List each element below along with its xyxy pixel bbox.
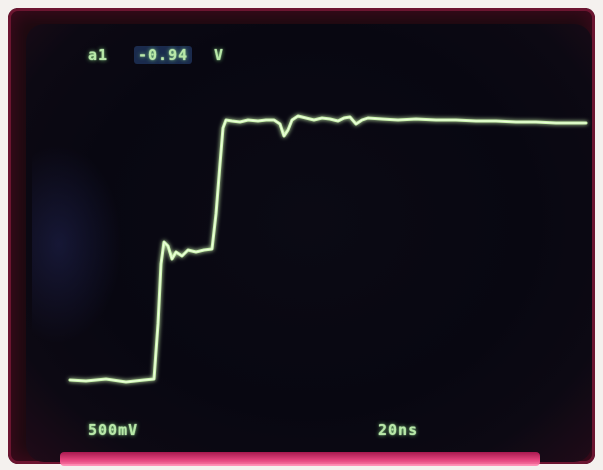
waveform-display <box>68 114 588 384</box>
waveform-trace-core <box>69 115 586 383</box>
crt-bottom-glow <box>60 452 540 466</box>
volts-per-division: 500mV <box>88 421 139 439</box>
channel-label: a1 <box>88 46 109 64</box>
screen-reflection <box>32 144 122 344</box>
channel-value: -0.94 <box>134 46 193 64</box>
oscilloscope-bezel: a1 -0.94 V 500mV 20ns <box>8 8 595 464</box>
channel-unit: V <box>214 46 225 64</box>
time-per-division: 20ns <box>378 421 419 439</box>
crt-screen: a1 -0.94 V 500mV 20ns <box>26 24 592 462</box>
waveform-trace <box>68 114 588 384</box>
